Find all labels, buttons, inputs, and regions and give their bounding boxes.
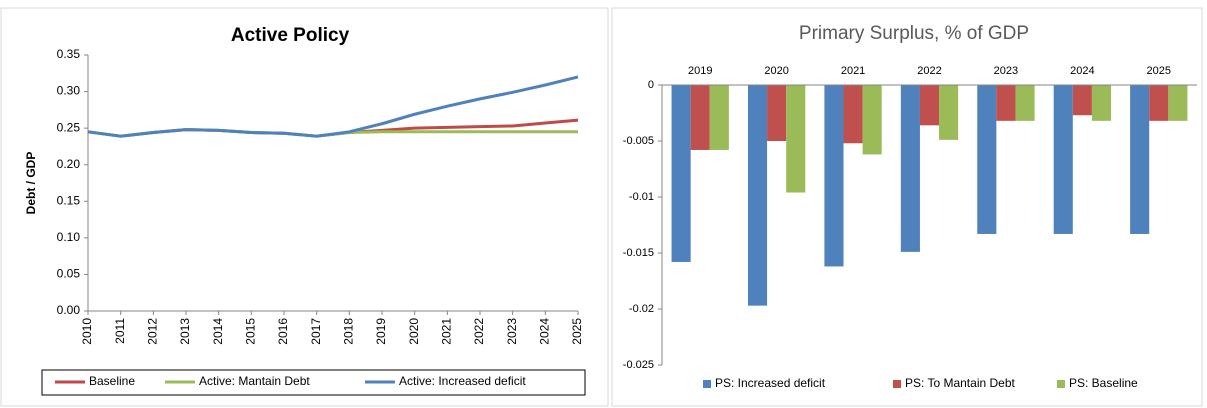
bar [996, 85, 1016, 121]
line-series [87, 75, 579, 138]
legend-label: Active: Increased deficit [399, 374, 526, 388]
y-tick-label: 0.05 [57, 267, 81, 281]
x-tick-label: 2022 [917, 65, 941, 77]
x-tick-label: 2018 [342, 318, 356, 345]
bar [1149, 85, 1169, 121]
y-tick-label: -0.015 [623, 247, 654, 259]
x-tick-label: 2013 [178, 318, 192, 345]
legend-swatch [1057, 380, 1065, 388]
x-tick-label: 2025 [570, 318, 584, 345]
bar [1053, 85, 1073, 234]
x-tick-label: 2019 [688, 65, 712, 77]
bar [939, 85, 959, 140]
bar [1091, 85, 1112, 121]
bar [767, 85, 787, 141]
bar [1168, 85, 1188, 121]
y-tick-label: 0.35 [57, 47, 81, 61]
bar [1130, 85, 1150, 234]
x-tick-label: 2019 [374, 318, 388, 345]
legend-box [41, 369, 586, 396]
legend-swatch [893, 380, 901, 388]
right-panel [611, 7, 1203, 407]
x-tick-label: 2016 [276, 318, 290, 345]
bar [671, 85, 691, 262]
chart-title: Active Policy [231, 25, 350, 46]
bar [824, 85, 844, 267]
y-tick-label: -0.02 [629, 303, 654, 315]
legend-label: Active: Mantain Debt [199, 374, 310, 388]
x-tick-label: 2022 [472, 318, 486, 345]
y-tick-label: 0.00 [57, 303, 81, 317]
y-tick-label: 0.20 [57, 157, 81, 171]
x-tick-label: 2023 [994, 65, 1018, 77]
x-tick-label: 2014 [211, 318, 225, 345]
y-tick-label: -0.005 [623, 135, 654, 147]
legend-label: PS: Increased deficit [715, 376, 826, 390]
x-tick-label: 2025 [1147, 65, 1171, 77]
bar [1015, 85, 1035, 121]
legend-swatch [703, 380, 711, 388]
x-tick-label: 2021 [841, 65, 865, 77]
bar [1072, 85, 1092, 116]
bar [862, 85, 882, 155]
bar [977, 85, 997, 234]
bar [900, 85, 920, 252]
bar [690, 85, 710, 150]
x-tick-label: 2017 [309, 318, 323, 345]
legend-label: PS: To Mantain Debt [905, 376, 1016, 390]
bar [709, 85, 729, 150]
bar [843, 85, 863, 144]
x-tick-label: 2021 [440, 318, 454, 345]
legend-label: PS: Baseline [1069, 376, 1138, 390]
y-tick-label: 0 [648, 79, 654, 91]
bar [786, 85, 806, 193]
y-tick-label: 0.25 [57, 120, 81, 134]
y-axis-label: Debt / GDP [24, 152, 38, 215]
x-tick-label: 2020 [407, 318, 421, 345]
y-tick-label: 0.30 [57, 84, 81, 98]
x-tick-label: 2023 [505, 318, 519, 345]
x-tick-label: 2010 [80, 318, 94, 345]
y-tick-label: -0.025 [623, 359, 654, 371]
x-tick-label: 2024 [1070, 65, 1094, 77]
bar [747, 85, 768, 306]
chart-title: Primary Surplus, % of GDP [799, 23, 1029, 44]
bar [919, 85, 940, 126]
x-tick-label: 2024 [538, 318, 552, 345]
legend-label: Baseline [89, 374, 135, 388]
left-panel [0, 7, 609, 407]
y-tick-label: -0.01 [629, 191, 654, 203]
x-tick-label: 2011 [113, 318, 127, 344]
x-tick-label: 2012 [146, 318, 160, 345]
y-tick-label: 0.15 [57, 193, 81, 207]
x-tick-label: 2020 [764, 65, 788, 77]
x-tick-label: 2015 [244, 318, 258, 345]
y-tick-label: 0.10 [57, 230, 81, 244]
